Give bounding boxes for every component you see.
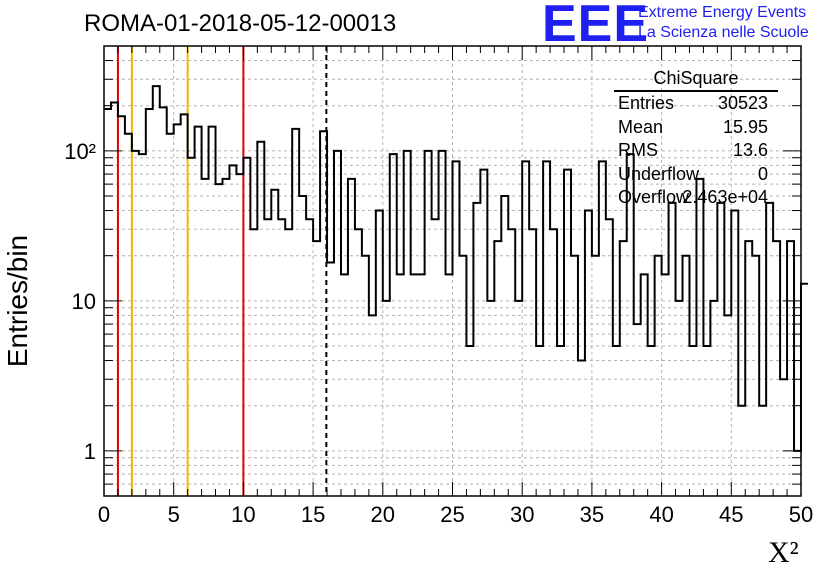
stats-value: 15.95	[722, 116, 768, 137]
axes: 0 5 10 15 20 25 30 35 40 45 50 1 10 10²	[64, 45, 813, 527]
x-axis-label: X²	[768, 536, 799, 569]
logo-line-2: La Scienza nelle Scuole	[638, 24, 809, 41]
histogram-series	[104, 85, 808, 452]
stats-value: 2.463e+04	[682, 187, 768, 207]
stats-box: ChiSquare Entries 30523 Mean 15.95 RMS 1…	[610, 68, 778, 210]
stats-value: 13.6	[732, 140, 768, 160]
eee-logo: EEE	[542, 0, 650, 53]
stats-key: Overflow	[618, 187, 690, 207]
stats-row-mean: Mean 15.95	[610, 116, 778, 140]
stats-row-rms: RMS 13.6	[610, 139, 778, 163]
x-tick-label: 10	[231, 502, 255, 527]
x-tick-label: 5	[168, 502, 180, 527]
y-tick-label: 10	[72, 289, 96, 314]
stats-row-overflow: Overflow 2.463e+04	[610, 186, 778, 210]
histogram-line	[104, 85, 808, 452]
chart-title: ROMA-01-2018-05-12-00013	[84, 10, 397, 37]
stats-row-entries: Entries 30523	[610, 92, 778, 116]
x-tick-label: 40	[649, 502, 673, 527]
stats-value: 0	[757, 163, 768, 184]
y-tick-label: 10²	[64, 139, 96, 164]
x-tick-label: 50	[789, 502, 813, 527]
stats-key: Entries	[618, 93, 675, 113]
stats-row-underflow: Underflow 0	[610, 163, 778, 187]
x-tick-label: 30	[510, 502, 534, 527]
y-tick-label: 1	[84, 439, 96, 464]
stats-key: Mean	[618, 116, 664, 137]
stats-key: RMS	[618, 140, 658, 160]
x-tick-label: 20	[371, 502, 395, 527]
y-axis-label: Entries/bin	[2, 234, 33, 368]
stats-value: 30523	[717, 93, 768, 113]
x-tick-label: 45	[719, 502, 743, 527]
x-tick-label: 0	[98, 502, 110, 527]
stats-key: Underflow	[618, 163, 700, 184]
stats-title: ChiSquare	[614, 68, 778, 92]
x-tick-label: 35	[580, 502, 604, 527]
x-tick-label: 25	[440, 502, 464, 527]
reference-lines	[116, 46, 328, 496]
logo-line-1: Extreme Energy Events	[638, 4, 807, 21]
x-tick-label: 15	[301, 502, 325, 527]
